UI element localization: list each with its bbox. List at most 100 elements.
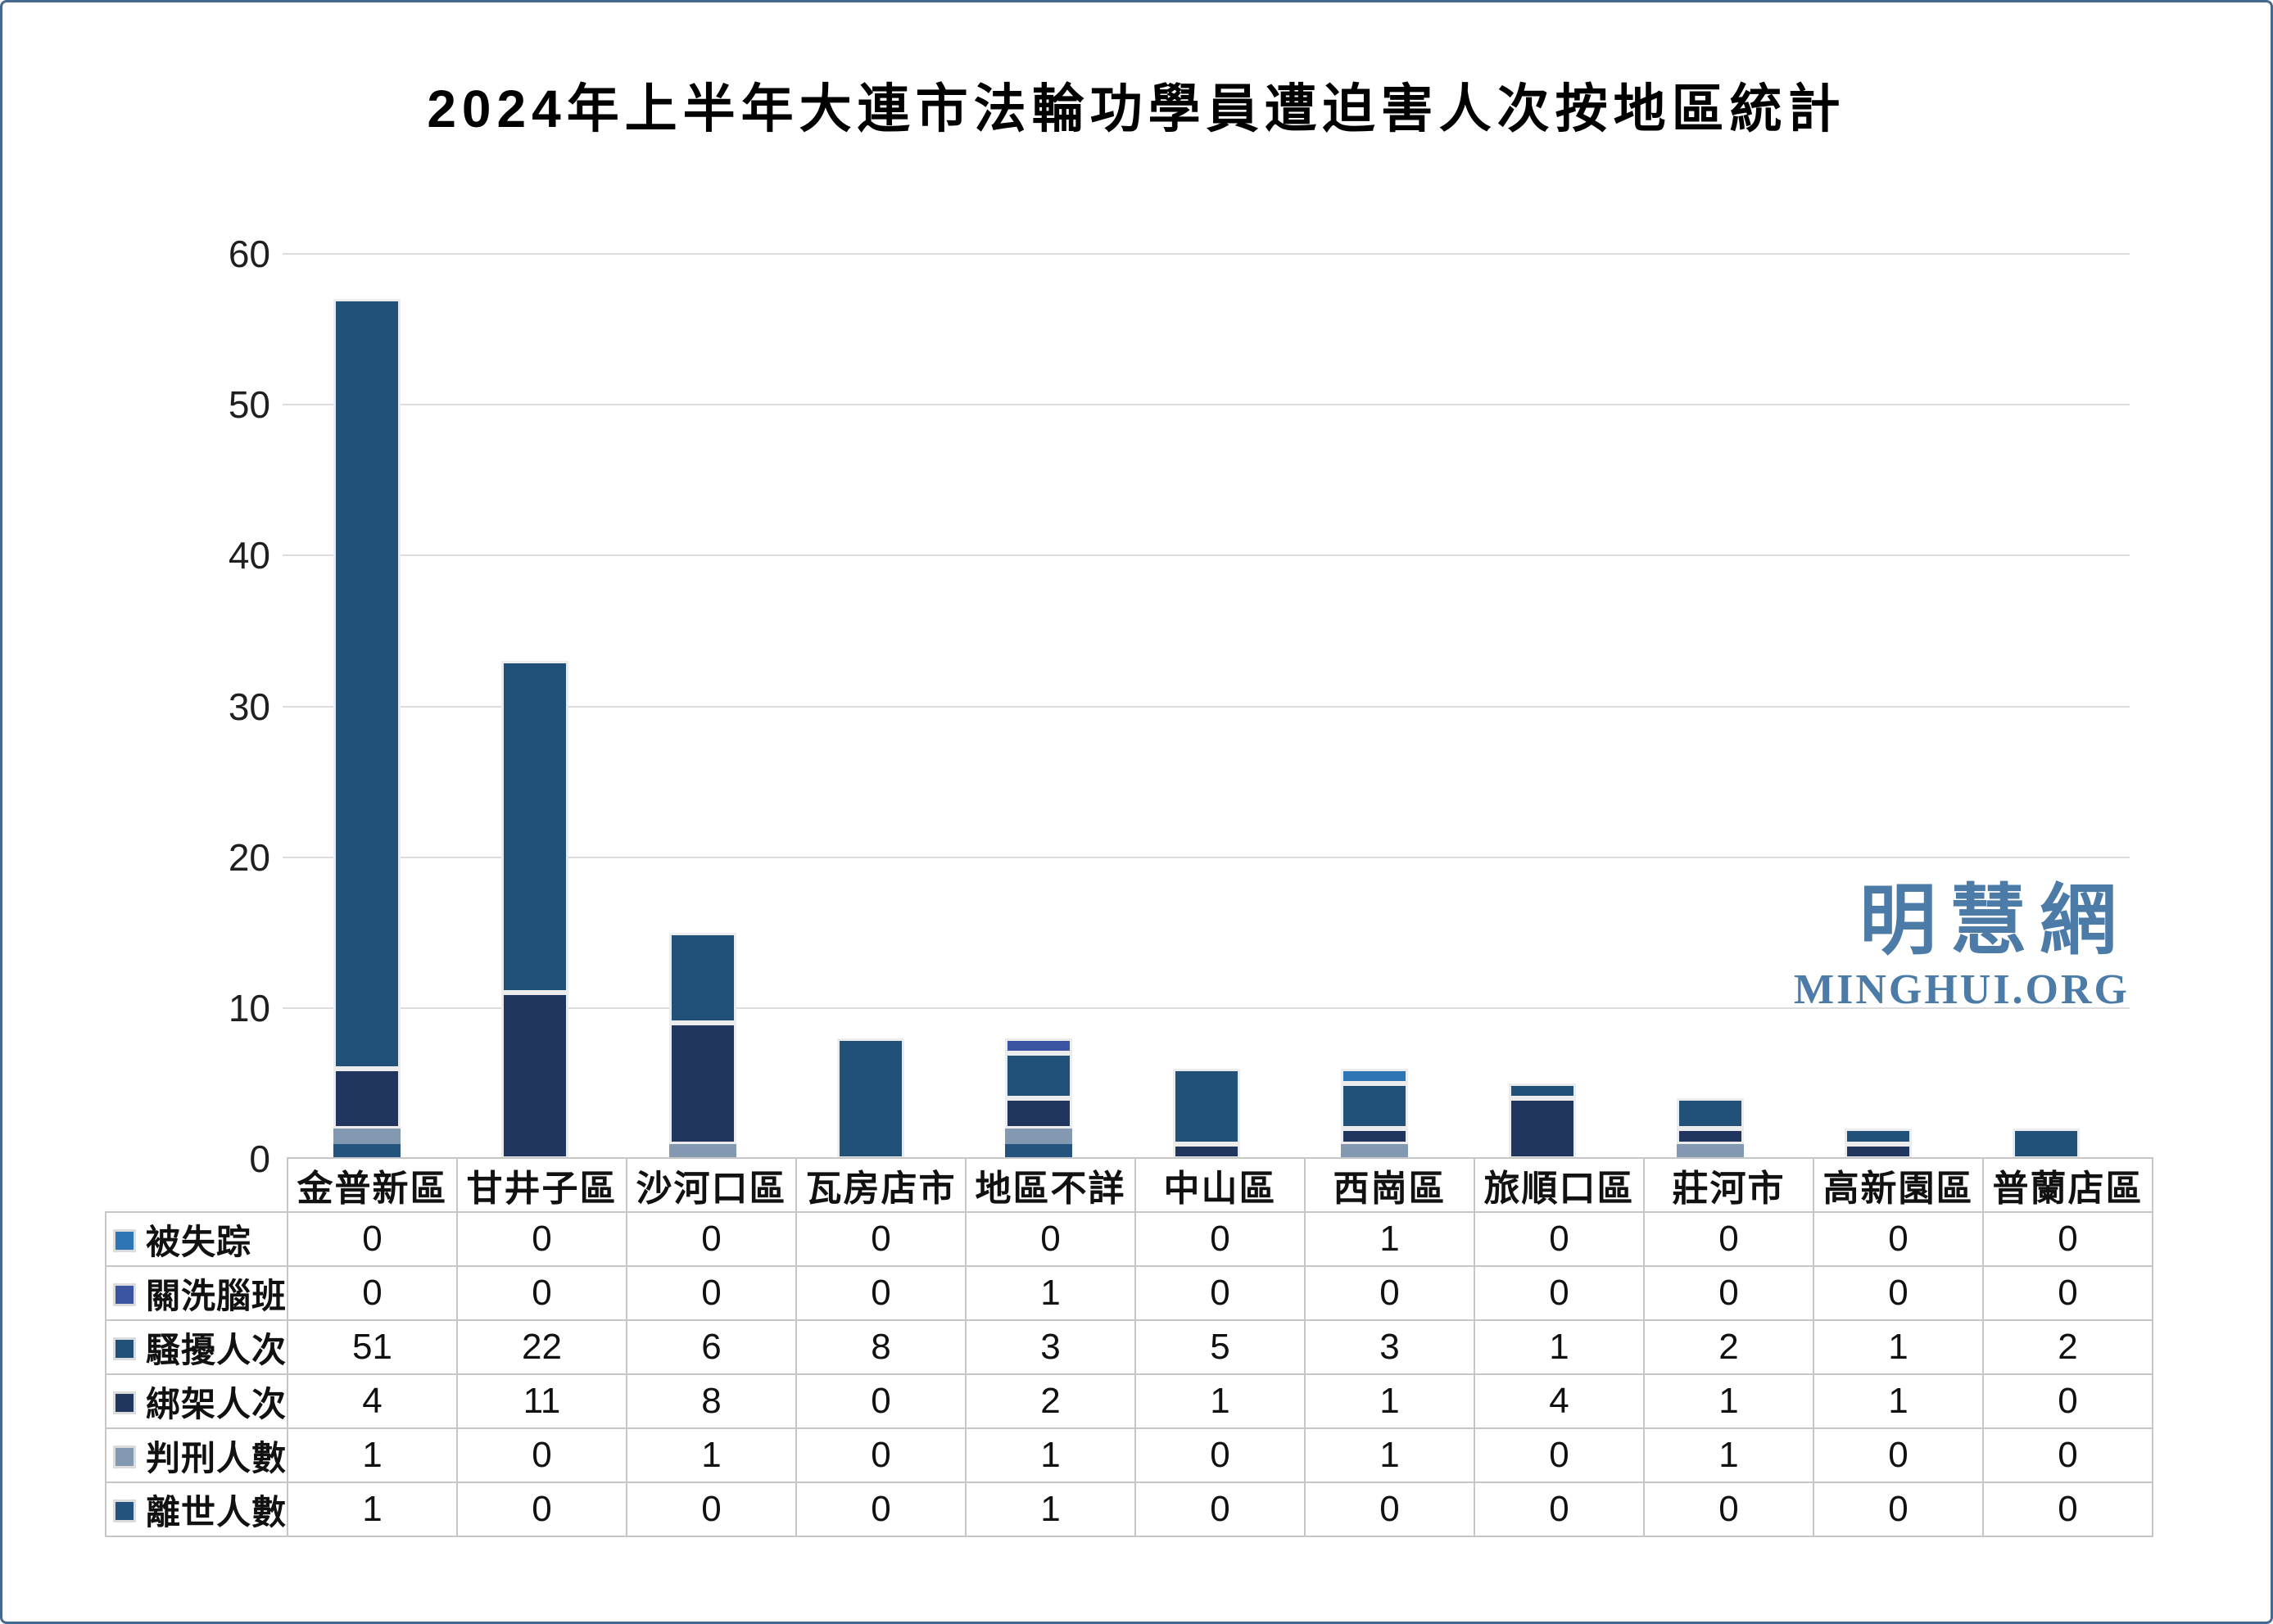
watermark-english-logo: MINGHUI.ORG — [1794, 966, 2130, 1014]
legend-swatch — [113, 1337, 136, 1361]
bar-segment — [333, 1143, 401, 1159]
value-cell: 0 — [1643, 1265, 1815, 1321]
chart-title: 2024年上半年大連市法輪功學員遭迫害人次按地區統計 — [427, 79, 1846, 138]
bar-segment — [1004, 1143, 1072, 1159]
value-cell: 8 — [795, 1319, 967, 1375]
column-header: 旅順口區 — [1474, 1157, 1646, 1213]
value-cell: 0 — [456, 1211, 628, 1267]
value-cell: 0 — [1982, 1482, 2154, 1537]
value-cell: 0 — [1813, 1265, 1985, 1321]
y-axis-tick-label: 20 — [228, 835, 270, 879]
value-cell: 0 — [1813, 1427, 1985, 1483]
table-corner-blank — [106, 1158, 288, 1212]
value-cell: 0 — [626, 1265, 798, 1321]
value-cell: 1 — [965, 1265, 1137, 1321]
series-label: 綁架人次 — [104, 1373, 289, 1429]
value-cell: 1 — [287, 1427, 459, 1483]
value-cell: 0 — [626, 1482, 798, 1537]
column-header: 瓦房店市 — [795, 1157, 967, 1213]
y-axis-tick-label: 50 — [228, 383, 270, 427]
gridline — [283, 554, 2130, 557]
value-cell: 4 — [1474, 1373, 1646, 1429]
bar-segment — [500, 661, 568, 993]
value-cell: 0 — [795, 1373, 967, 1429]
table-row: 綁架人次 4 11 8 0 2 1 1 4 1 1 0 — [104, 1373, 2154, 1429]
value-cell: 0 — [1982, 1265, 2154, 1321]
value-cell: 11 — [456, 1373, 628, 1429]
gridline — [283, 856, 2130, 858]
bar-segment — [1340, 1129, 1408, 1144]
value-cell: 0 — [1304, 1265, 1476, 1321]
value-cell: 0 — [965, 1211, 1137, 1267]
bar-segment — [1172, 1068, 1240, 1144]
value-cell: 0 — [1474, 1482, 1646, 1537]
column-header: 地區不詳 — [965, 1157, 1137, 1213]
y-axis-tick-label: 30 — [228, 685, 270, 728]
bar-segment — [836, 1038, 904, 1159]
value-cell: 1 — [965, 1482, 1137, 1537]
table-header-row: 金普新區 甘井子區 沙河口區 瓦房店市 地區不詳 中山區 西崗區 旅順口區 莊河市 高新園區 普蘭店… — [106, 1157, 2154, 1213]
table-row: 騷擾人次 51 22 6 8 3 5 3 1 2 1 2 — [104, 1319, 2154, 1375]
gridline — [283, 253, 2130, 255]
table-row: 離世人數 1 0 0 0 1 0 0 0 0 0 0 — [104, 1482, 2154, 1537]
value-cell: 1 — [1813, 1373, 1985, 1429]
table-row: 關洗腦班 0 0 0 0 1 0 0 0 0 0 0 — [104, 1265, 2154, 1321]
bar-segment — [2012, 1129, 2080, 1159]
value-cell: 1 — [1304, 1211, 1476, 1267]
bar-segment — [668, 1023, 736, 1144]
gridline — [283, 1007, 2130, 1009]
column-header: 沙河口區 — [626, 1157, 798, 1213]
series-label: 離世人數 — [104, 1482, 289, 1537]
series-label: 關洗腦班 — [104, 1265, 289, 1321]
value-cell: 0 — [626, 1211, 798, 1267]
value-cell: 0 — [456, 1427, 628, 1483]
value-cell: 0 — [456, 1482, 628, 1537]
column-header: 高新園區 — [1813, 1157, 1985, 1213]
gridline — [283, 705, 2130, 708]
value-cell: 0 — [1134, 1482, 1306, 1537]
value-cell: 1 — [287, 1482, 459, 1537]
value-cell: 22 — [456, 1319, 628, 1375]
bar-segment — [1340, 1083, 1408, 1129]
value-cell: 2 — [1643, 1319, 1815, 1375]
value-cell: 3 — [1304, 1319, 1476, 1375]
watermark-chinese-logo: 明慧網 — [1859, 877, 2130, 963]
column-header: 普蘭店區 — [1982, 1157, 2154, 1213]
value-cell: 5 — [1134, 1319, 1306, 1375]
value-cell: 0 — [795, 1265, 967, 1321]
value-cell: 0 — [795, 1211, 967, 1267]
column-header: 西崗區 — [1304, 1157, 1476, 1213]
bar-segment — [500, 993, 568, 1159]
value-cell: 1 — [1304, 1427, 1476, 1483]
legend-swatch — [113, 1283, 136, 1307]
bar-segment — [333, 299, 401, 1069]
column-header: 莊河市 — [1643, 1157, 1815, 1213]
series-label: 被失踪 — [104, 1211, 289, 1267]
value-cell: 0 — [1134, 1427, 1306, 1483]
bar-segment — [668, 1143, 736, 1159]
y-axis-tick-label: 10 — [228, 986, 270, 1029]
y-axis-tick-label: 0 — [249, 1138, 270, 1180]
value-cell: 3 — [965, 1319, 1137, 1375]
value-cell: 0 — [1134, 1211, 1306, 1267]
legend-swatch — [113, 1229, 136, 1253]
bar-segment — [1004, 1053, 1072, 1099]
value-cell: 0 — [1474, 1427, 1646, 1483]
data-table: 金普新區 甘井子區 沙河口區 瓦房店市 地區不詳 中山區 西崗區 旅順口區 莊河市 高新園區 普蘭店… — [104, 1157, 2154, 1537]
value-cell: 1 — [626, 1427, 798, 1483]
value-cell: 0 — [287, 1265, 459, 1321]
column-header: 金普新區 — [287, 1157, 459, 1213]
value-cell: 0 — [1134, 1265, 1306, 1321]
value-cell: 0 — [1982, 1211, 2154, 1267]
legend-swatch — [113, 1500, 136, 1523]
value-cell: 0 — [1982, 1427, 2154, 1483]
value-cell: 0 — [287, 1211, 459, 1267]
value-cell: 0 — [1813, 1482, 1985, 1537]
value-cell: 1 — [1474, 1319, 1646, 1375]
value-cell: 0 — [1304, 1482, 1476, 1537]
value-cell: 0 — [456, 1265, 628, 1321]
bar-segment — [1004, 1098, 1072, 1129]
value-cell: 0 — [1643, 1482, 1815, 1537]
gridline — [283, 404, 2130, 406]
